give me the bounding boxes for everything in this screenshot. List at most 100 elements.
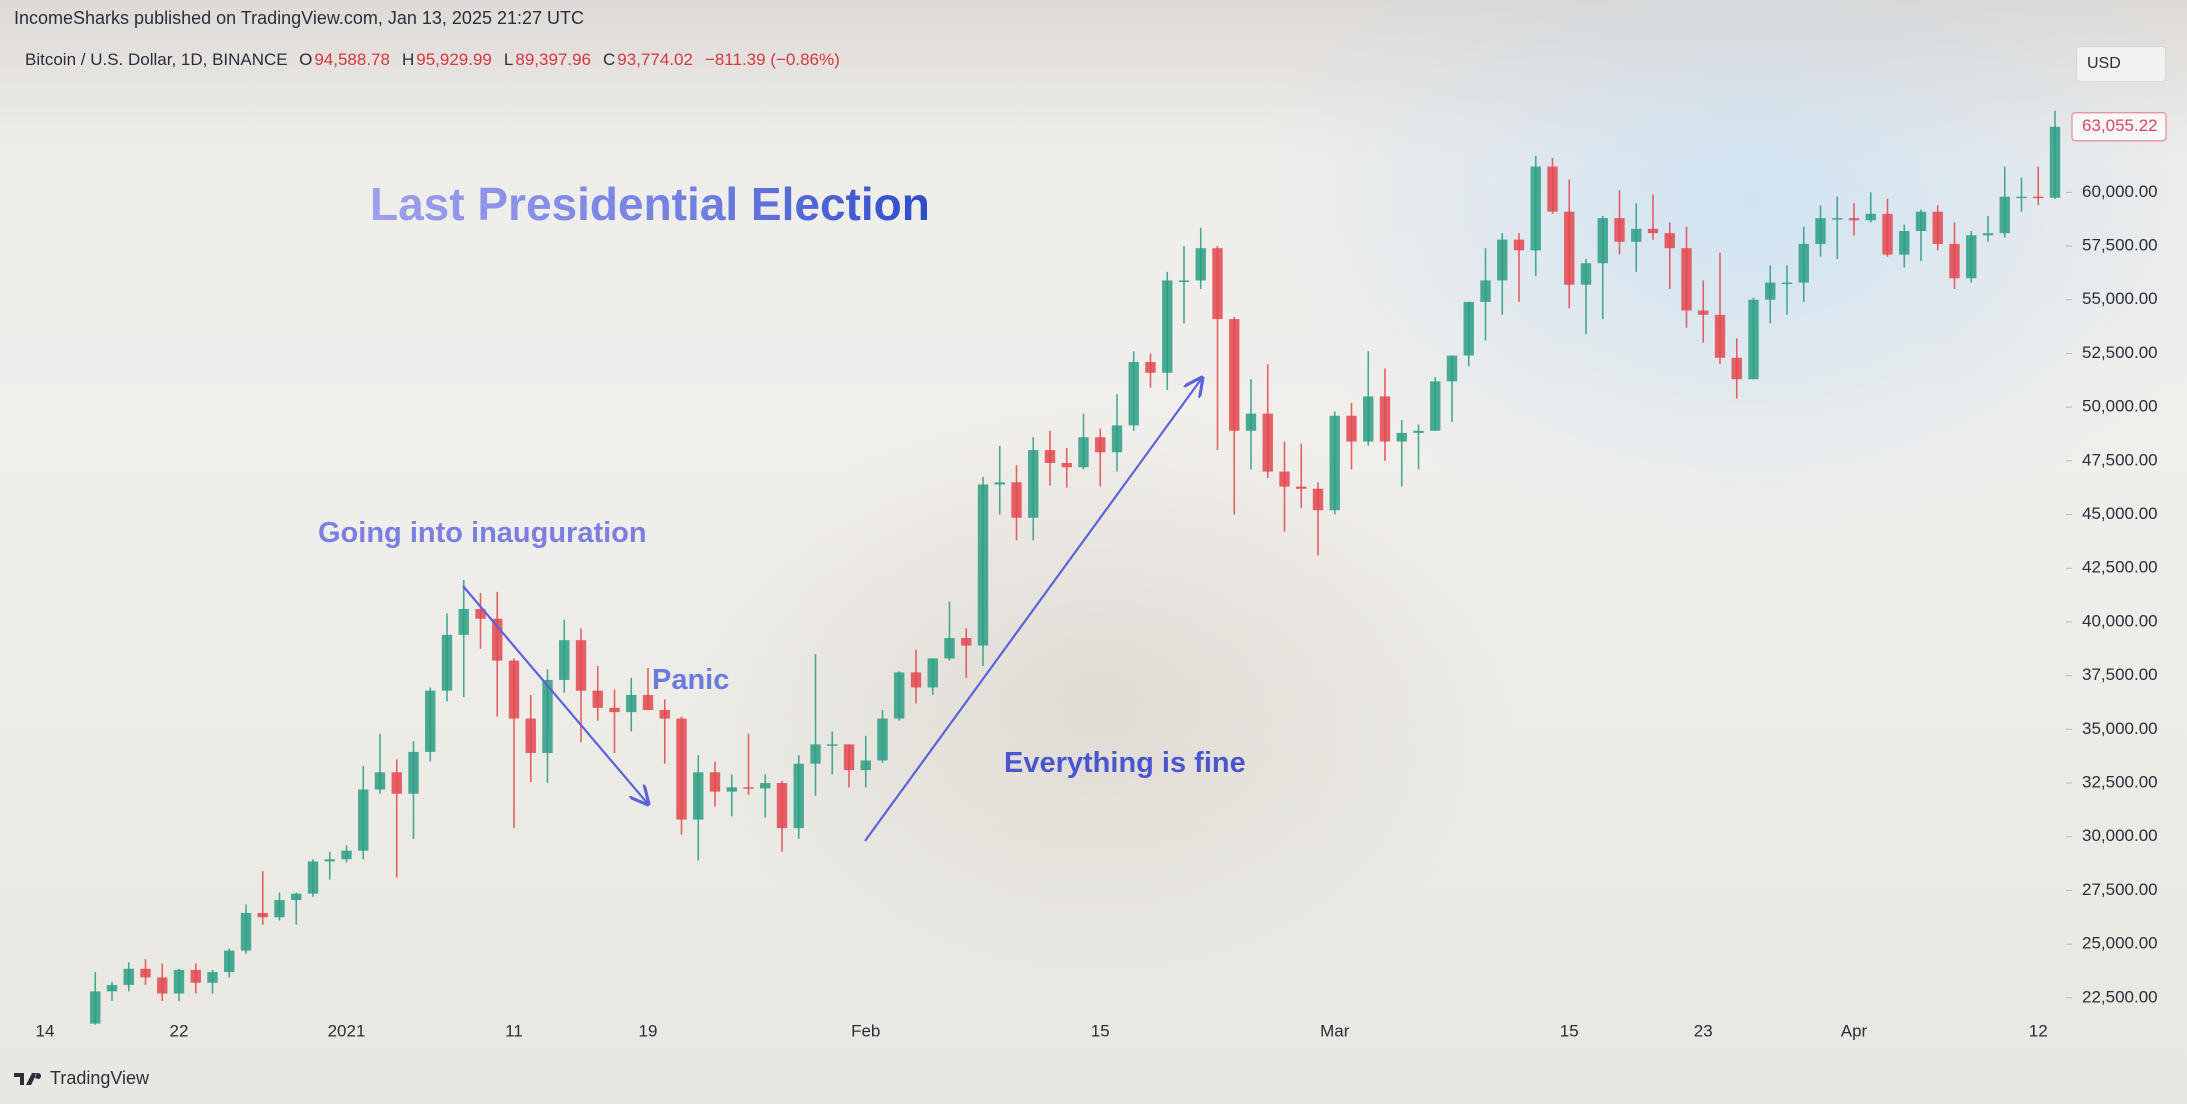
ohlc-value: 95,929.99 bbox=[416, 50, 492, 69]
candle-body bbox=[1714, 314, 1726, 358]
candle-body bbox=[1178, 280, 1190, 282]
candle-body bbox=[760, 783, 771, 789]
candle-body bbox=[475, 609, 486, 619]
candle-body bbox=[1262, 413, 1273, 472]
x-tick-label: 15 bbox=[1091, 1021, 1110, 1040]
candle-body bbox=[676, 718, 687, 820]
x-tick-label: 19 bbox=[639, 1021, 658, 1040]
candle-body bbox=[274, 900, 285, 918]
candle-body bbox=[508, 660, 520, 719]
ohlc-key: H bbox=[401, 50, 415, 69]
candle-body bbox=[743, 787, 754, 789]
candle-body bbox=[324, 859, 335, 862]
candle-body bbox=[1363, 396, 1374, 442]
candle-body bbox=[441, 634, 453, 691]
y-tick-label: 52,500.00 bbox=[2082, 343, 2158, 362]
candle-body bbox=[827, 744, 838, 746]
candle-body bbox=[1899, 231, 1910, 255]
ohlc-value: 89,397.96 bbox=[515, 50, 591, 69]
candle-body bbox=[609, 707, 620, 713]
ohlc-value: 94,588.78 bbox=[314, 50, 390, 69]
x-tick-label: Mar bbox=[1320, 1021, 1350, 1040]
candle-body bbox=[659, 709, 670, 719]
candle-body bbox=[910, 672, 922, 688]
candle-body bbox=[1681, 248, 1692, 311]
annotation: Everything is fine bbox=[1004, 747, 1246, 779]
candle-body bbox=[626, 694, 637, 713]
candle-body bbox=[1781, 282, 1793, 285]
candle-body bbox=[592, 690, 603, 708]
candle-body bbox=[1815, 218, 1826, 244]
candle-body bbox=[726, 787, 737, 792]
y-tick-label: 35,000.00 bbox=[2082, 719, 2158, 738]
candle-body bbox=[1848, 218, 1860, 221]
x-tick-label: 11 bbox=[505, 1021, 523, 1040]
y-tick-label: 22,500.00 bbox=[2082, 987, 2158, 1006]
y-tick-label: 37,500.00 bbox=[2082, 665, 2158, 684]
x-tick-label: 14 bbox=[36, 1021, 55, 1040]
currency-button[interactable]: USD bbox=[2076, 46, 2166, 82]
candle-body bbox=[173, 969, 185, 994]
y-tick-label: 30,000.00 bbox=[2082, 826, 2158, 845]
candle-body bbox=[793, 763, 804, 829]
candle-body bbox=[1932, 211, 1943, 244]
candle-body bbox=[2049, 126, 2061, 198]
candle-body bbox=[1966, 235, 1977, 279]
candle-body bbox=[2033, 196, 2044, 199]
candle-body bbox=[1312, 488, 1324, 511]
candle-body bbox=[961, 638, 972, 646]
candle-body bbox=[559, 640, 570, 680]
candle-body bbox=[1949, 243, 1960, 279]
candle-body bbox=[1698, 310, 1709, 315]
candle-body bbox=[1145, 362, 1156, 373]
ohlc-key: O bbox=[299, 50, 313, 69]
candle-body bbox=[341, 850, 352, 860]
candle-body bbox=[994, 482, 1005, 485]
y-tick-label: 55,000.00 bbox=[2082, 289, 2158, 308]
candle-body bbox=[190, 969, 201, 983]
candle-body bbox=[157, 977, 168, 994]
candle-body bbox=[1547, 166, 1558, 212]
y-tick-label: 25,000.00 bbox=[2082, 934, 2158, 953]
candle-body bbox=[1631, 228, 1642, 242]
candle-body bbox=[693, 772, 704, 820]
candle-body bbox=[1982, 233, 1994, 236]
candle-body bbox=[240, 912, 252, 951]
y-tick-label: 40,000.00 bbox=[2082, 611, 2158, 630]
candle-body bbox=[492, 618, 503, 661]
candle-body bbox=[1078, 437, 1089, 468]
y-tick-label: 50,000.00 bbox=[2082, 397, 2158, 416]
price-change: −811.39 (−0.86%) bbox=[704, 50, 840, 69]
publish-info: IncomeSharks published on TradingView.co… bbox=[14, 8, 585, 28]
candle-body bbox=[525, 718, 536, 753]
candle-body bbox=[374, 772, 386, 790]
symbol: Bitcoin / U.S. Dollar, 1D, BINANCE bbox=[25, 50, 288, 69]
candle-body bbox=[877, 718, 888, 761]
candle-body bbox=[307, 861, 319, 894]
candle-body bbox=[207, 972, 218, 983]
candle-body bbox=[1346, 415, 1357, 442]
annotation-title: Last Presidential Election bbox=[370, 178, 930, 230]
candle-body bbox=[1865, 213, 1876, 221]
candle-body bbox=[1061, 462, 1072, 468]
candle-body bbox=[123, 968, 134, 985]
candle-body bbox=[810, 744, 821, 764]
candle-body bbox=[1279, 471, 1290, 487]
candle-body bbox=[358, 789, 369, 851]
candle-body bbox=[1128, 362, 1139, 426]
candle-body bbox=[1044, 450, 1056, 463]
candle-body bbox=[1329, 415, 1340, 511]
candle-body bbox=[1731, 357, 1742, 380]
candle-body bbox=[425, 690, 436, 752]
candle-body bbox=[1296, 486, 1307, 489]
candle-body bbox=[1530, 166, 1541, 251]
candle-body bbox=[1446, 355, 1458, 382]
brand-logo[interactable]: TradingView bbox=[14, 1068, 149, 1089]
candle-body bbox=[1597, 218, 1608, 264]
ohlc-value: 93,774.02 bbox=[617, 50, 693, 69]
ohlc-key: L bbox=[503, 50, 514, 69]
y-tick-label: 42,500.00 bbox=[2082, 558, 2158, 577]
candle-body bbox=[1915, 211, 1927, 232]
annotation: Panic bbox=[652, 664, 729, 696]
